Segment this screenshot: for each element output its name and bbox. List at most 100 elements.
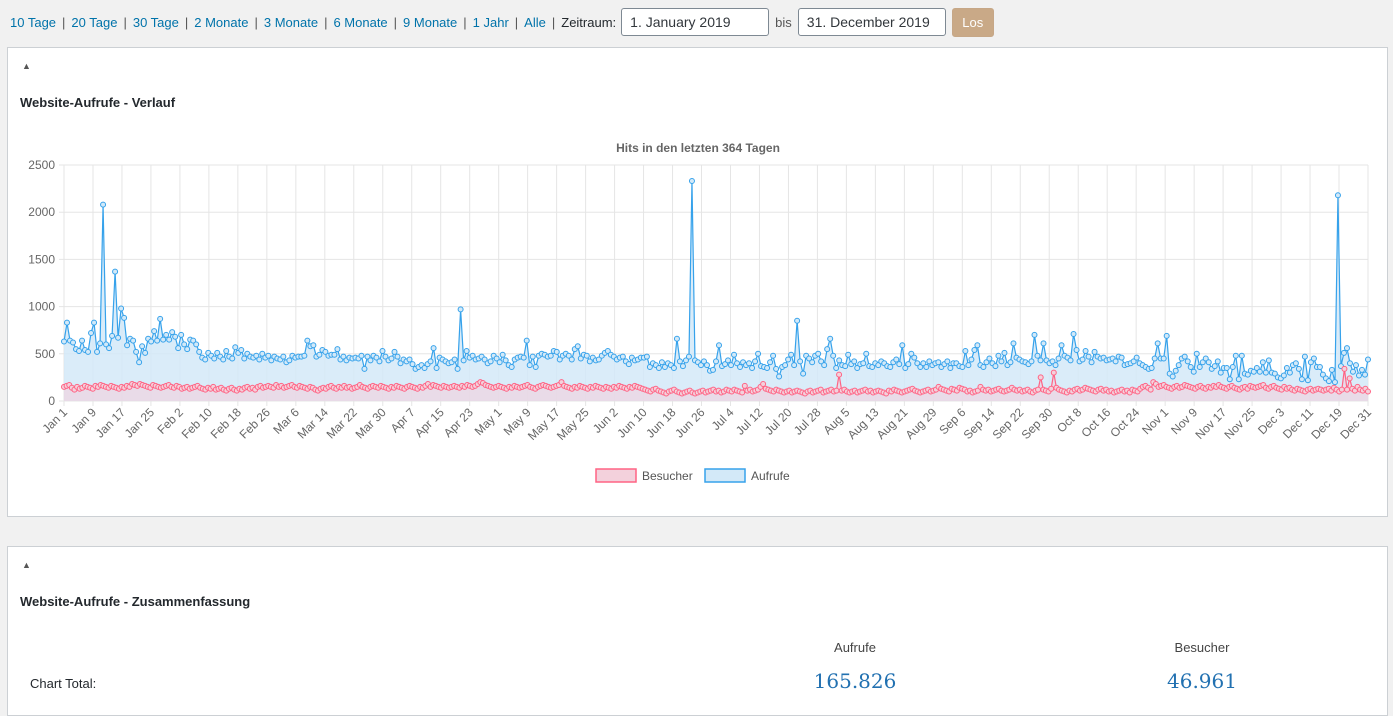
data-point-aufrufe[interactable]: [619, 353, 626, 360]
data-point-aufrufe[interactable]: [427, 358, 434, 365]
data-point-aufrufe[interactable]: [1190, 368, 1197, 375]
data-point-aufrufe[interactable]: [133, 348, 140, 355]
data-point-aufrufe[interactable]: [85, 348, 92, 355]
data-point-aufrufe[interactable]: [776, 373, 783, 380]
data-point-aufrufe[interactable]: [115, 334, 122, 341]
data-point-aufrufe[interactable]: [394, 353, 401, 360]
data-point-aufrufe[interactable]: [869, 364, 876, 371]
data-point-aufrufe[interactable]: [409, 361, 416, 368]
data-point-aufrufe[interactable]: [1262, 369, 1269, 376]
data-point-aufrufe[interactable]: [268, 357, 275, 364]
data-point-aufrufe[interactable]: [788, 351, 795, 358]
data-point-aufrufe[interactable]: [100, 201, 107, 208]
data-point-aufrufe[interactable]: [1238, 352, 1245, 359]
data-point-aufrufe[interactable]: [64, 319, 70, 326]
data-point-aufrufe[interactable]: [304, 337, 311, 344]
data-point-aufrufe[interactable]: [1010, 340, 1017, 347]
data-point-aufrufe[interactable]: [1154, 340, 1161, 347]
data-point-besucher[interactable]: [1365, 388, 1371, 395]
data-point-aufrufe[interactable]: [547, 352, 554, 359]
data-point-aufrufe[interactable]: [256, 356, 263, 363]
data-point-aufrufe[interactable]: [361, 365, 368, 372]
data-point-aufrufe[interactable]: [280, 353, 287, 360]
data-point-aufrufe[interactable]: [911, 354, 918, 361]
data-point-aufrufe[interactable]: [1319, 371, 1326, 378]
data-point-aufrufe[interactable]: [725, 357, 732, 364]
data-point-aufrufe[interactable]: [166, 336, 173, 343]
data-point-aufrufe[interactable]: [1070, 330, 1077, 337]
data-point-aufrufe[interactable]: [286, 357, 293, 364]
data-point-aufrufe[interactable]: [679, 363, 686, 370]
data-point-aufrufe[interactable]: [1130, 358, 1137, 365]
data-point-aufrufe[interactable]: [824, 346, 831, 353]
data-point-aufrufe[interactable]: [923, 364, 930, 371]
collapse-toggle-icon[interactable]: ▲: [22, 560, 31, 570]
data-point-aufrufe[interactable]: [523, 337, 530, 344]
data-point-aufrufe[interactable]: [1118, 354, 1125, 361]
data-point-aufrufe[interactable]: [253, 352, 260, 359]
data-point-besucher[interactable]: [1344, 386, 1351, 393]
data-point-aufrufe[interactable]: [703, 362, 710, 369]
range-link-6-monate[interactable]: 6 Monate: [333, 14, 388, 30]
range-link-3-monate[interactable]: 3 Monate: [263, 14, 319, 30]
data-point-aufrufe[interactable]: [658, 359, 665, 366]
data-point-aufrufe[interactable]: [854, 364, 861, 371]
date-from-input[interactable]: [621, 8, 770, 36]
data-point-besucher[interactable]: [1037, 374, 1044, 381]
data-point-aufrufe[interactable]: [1310, 355, 1317, 362]
data-point-aufrufe[interactable]: [749, 364, 756, 371]
data-point-aufrufe[interactable]: [214, 349, 221, 356]
data-point-aufrufe[interactable]: [1085, 353, 1092, 360]
data-point-aufrufe[interactable]: [1148, 364, 1155, 371]
data-point-aufrufe[interactable]: [1259, 359, 1266, 366]
data-point-aufrufe[interactable]: [836, 357, 843, 364]
data-point-aufrufe[interactable]: [373, 354, 380, 361]
data-point-besucher[interactable]: [741, 382, 748, 389]
data-point-besucher[interactable]: [1035, 386, 1042, 393]
data-point-aufrufe[interactable]: [1232, 352, 1239, 359]
data-point-aufrufe[interactable]: [1169, 373, 1176, 380]
data-point-aufrufe[interactable]: [899, 342, 906, 349]
data-point-besucher[interactable]: [833, 387, 840, 394]
data-point-aufrufe[interactable]: [406, 356, 413, 363]
data-point-aufrufe[interactable]: [782, 362, 789, 369]
data-point-aufrufe[interactable]: [457, 306, 464, 313]
data-point-aufrufe[interactable]: [460, 357, 467, 364]
data-point-aufrufe[interactable]: [974, 342, 981, 349]
data-point-besucher[interactable]: [739, 389, 746, 396]
data-point-aufrufe[interactable]: [334, 346, 341, 353]
data-point-aufrufe[interactable]: [962, 347, 969, 354]
date-to-input[interactable]: [797, 8, 946, 36]
data-point-aufrufe[interactable]: [91, 319, 98, 326]
data-point-aufrufe[interactable]: [1193, 350, 1200, 357]
data-point-aufrufe[interactable]: [833, 364, 840, 371]
data-point-aufrufe[interactable]: [1079, 356, 1086, 363]
data-point-aufrufe[interactable]: [1265, 357, 1272, 364]
data-point-aufrufe[interactable]: [785, 356, 792, 363]
data-point-besucher[interactable]: [1341, 365, 1348, 372]
data-point-aufrufe[interactable]: [926, 358, 933, 365]
data-point-aufrufe[interactable]: [851, 358, 858, 365]
data-point-aufrufe[interactable]: [1073, 347, 1080, 354]
data-point-aufrufe[interactable]: [1040, 340, 1047, 347]
data-point-aufrufe[interactable]: [139, 343, 146, 350]
data-point-aufrufe[interactable]: [752, 358, 759, 365]
data-point-aufrufe[interactable]: [770, 352, 777, 359]
data-point-aufrufe[interactable]: [193, 341, 200, 348]
data-point-aufrufe[interactable]: [1244, 371, 1251, 378]
data-point-aufrufe[interactable]: [148, 338, 155, 345]
data-point-aufrufe[interactable]: [190, 337, 197, 344]
data-point-aufrufe[interactable]: [731, 351, 738, 358]
data-point-aufrufe[interactable]: [1352, 362, 1359, 369]
data-point-aufrufe[interactable]: [1283, 364, 1290, 371]
data-point-aufrufe[interactable]: [211, 355, 218, 362]
data-point-aufrufe[interactable]: [998, 358, 1005, 365]
data-point-aufrufe[interactable]: [673, 335, 680, 342]
data-point-aufrufe[interactable]: [241, 355, 248, 362]
data-point-aufrufe[interactable]: [163, 331, 170, 338]
data-point-aufrufe[interactable]: [1175, 362, 1182, 369]
data-point-aufrufe[interactable]: [1343, 345, 1350, 352]
range-link-2-monate[interactable]: 2 Monate: [194, 14, 249, 30]
data-point-aufrufe[interactable]: [469, 352, 476, 359]
data-point-aufrufe[interactable]: [1295, 365, 1302, 372]
